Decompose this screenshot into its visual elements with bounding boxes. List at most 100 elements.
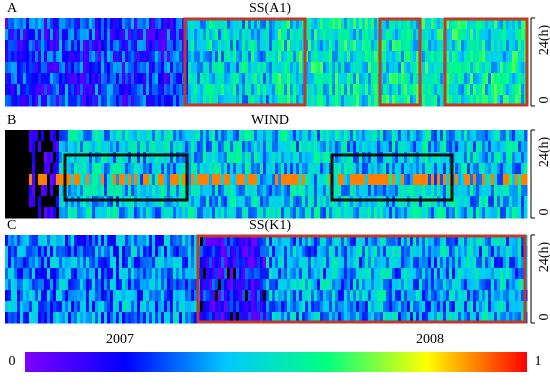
heat-cell bbox=[173, 18, 177, 30]
panel-letter: A bbox=[7, 1, 18, 16]
heat-cell bbox=[320, 246, 324, 258]
heat-cell bbox=[203, 279, 207, 291]
heat-cell bbox=[11, 185, 15, 197]
heat-cell bbox=[182, 196, 186, 208]
heat-cell bbox=[116, 73, 120, 85]
heat-cell bbox=[446, 163, 450, 175]
heat-cell bbox=[323, 29, 327, 41]
heat-cell bbox=[86, 40, 90, 52]
heat-cell bbox=[299, 51, 303, 63]
heat-cell bbox=[233, 246, 237, 258]
heat-cell bbox=[47, 279, 51, 291]
heat-cell bbox=[191, 196, 195, 208]
heat-cell bbox=[164, 18, 168, 30]
heat-cell bbox=[293, 301, 297, 313]
heat-cell bbox=[431, 18, 435, 30]
heat-cell bbox=[473, 141, 477, 153]
heat-cell bbox=[209, 246, 213, 258]
heat-cell bbox=[71, 207, 75, 219]
heat-cell bbox=[503, 185, 507, 197]
heat-cell bbox=[383, 207, 387, 219]
heat-cell bbox=[446, 141, 450, 153]
heat-cell bbox=[437, 290, 441, 302]
heat-cell bbox=[425, 301, 429, 313]
heat-cell bbox=[368, 257, 372, 269]
heat-cell bbox=[50, 51, 54, 63]
heat-cell bbox=[80, 141, 84, 153]
heat-cell bbox=[296, 301, 300, 313]
heat-cell bbox=[497, 185, 501, 197]
heat-cell bbox=[434, 95, 438, 107]
heat-cell bbox=[152, 18, 156, 30]
heat-cell bbox=[326, 141, 330, 153]
heat-cell bbox=[227, 51, 231, 63]
heat-cell bbox=[128, 95, 132, 107]
heat-cell bbox=[371, 141, 375, 153]
heat-cell bbox=[101, 207, 105, 219]
heat-cell bbox=[416, 185, 420, 197]
heat-cell bbox=[155, 268, 159, 280]
heat-cell bbox=[518, 174, 522, 186]
heat-cell bbox=[134, 196, 138, 208]
heat-cell bbox=[113, 301, 117, 313]
heat-cell bbox=[17, 207, 21, 219]
heat-cell bbox=[257, 51, 261, 63]
heat-cell bbox=[284, 185, 288, 197]
heat-cell bbox=[275, 185, 279, 197]
heat-cell bbox=[155, 290, 159, 302]
heat-cell bbox=[506, 257, 510, 269]
heat-cell bbox=[413, 51, 417, 63]
heat-cell bbox=[83, 174, 87, 186]
heat-cell bbox=[125, 312, 129, 324]
heat-cell bbox=[14, 152, 18, 164]
heat-cell bbox=[194, 84, 198, 96]
heat-cell bbox=[134, 51, 138, 63]
heat-cell bbox=[494, 51, 498, 63]
heat-cell bbox=[197, 40, 201, 52]
heat-cell bbox=[29, 268, 33, 280]
heat-cell bbox=[8, 185, 12, 197]
heat-cell bbox=[44, 301, 48, 313]
heat-cell bbox=[518, 141, 522, 153]
heat-cell bbox=[74, 279, 78, 291]
heat-cell bbox=[368, 174, 372, 186]
heat-cell bbox=[167, 29, 171, 41]
heat-cell bbox=[239, 301, 243, 313]
heat-cell bbox=[323, 18, 327, 30]
heat-cell bbox=[89, 246, 93, 258]
heat-cell bbox=[341, 196, 345, 208]
heat-cell bbox=[149, 130, 153, 142]
heat-cell bbox=[197, 73, 201, 85]
heat-cell bbox=[200, 29, 204, 41]
heat-cell bbox=[131, 141, 135, 153]
heat-cell bbox=[323, 279, 327, 291]
heat-cell bbox=[239, 62, 243, 74]
heat-cell bbox=[335, 62, 339, 74]
heat-cell bbox=[383, 73, 387, 85]
heat-cell bbox=[14, 196, 18, 208]
heat-cell bbox=[494, 174, 498, 186]
heat-cell bbox=[383, 174, 387, 186]
heat-cell bbox=[143, 130, 147, 142]
heat-cell bbox=[239, 185, 243, 197]
heat-cell bbox=[290, 130, 294, 142]
heat-cell bbox=[206, 163, 210, 175]
heat-cell bbox=[518, 51, 522, 63]
heat-cell bbox=[329, 18, 333, 30]
heat-cell bbox=[320, 141, 324, 153]
heat-cell bbox=[233, 185, 237, 197]
heat-cell bbox=[335, 268, 339, 280]
heat-cell bbox=[20, 152, 24, 164]
heat-cell bbox=[314, 268, 318, 280]
heat-cell bbox=[308, 130, 312, 142]
heat-cell bbox=[149, 268, 153, 280]
heat-cell bbox=[404, 84, 408, 96]
heat-cell bbox=[353, 257, 357, 269]
heat-cell bbox=[224, 268, 228, 280]
heat-cell bbox=[86, 84, 90, 96]
heat-cell bbox=[101, 279, 105, 291]
heat-cell bbox=[29, 279, 33, 291]
heat-cell bbox=[491, 279, 495, 291]
heat-cell bbox=[245, 130, 249, 142]
heat-cell bbox=[455, 257, 459, 269]
